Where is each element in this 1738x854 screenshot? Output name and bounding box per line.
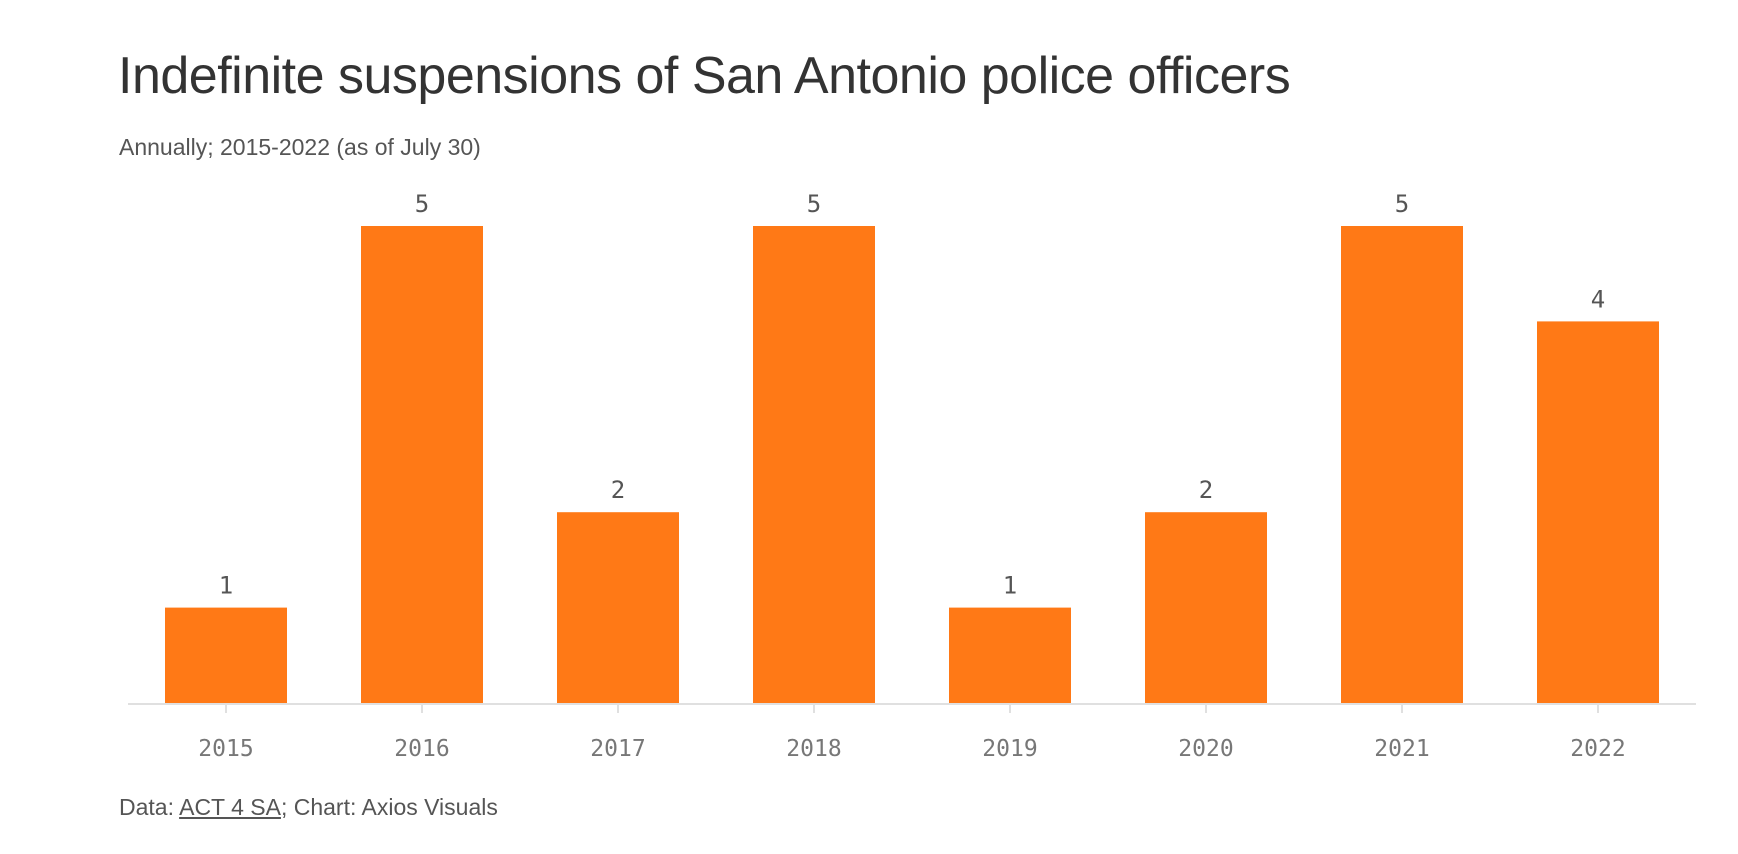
bar-value-label-2015: 1 (219, 572, 233, 600)
x-tick-label-2018: 2018 (786, 736, 841, 762)
bar-2015 (165, 607, 287, 703)
footer-prefix: Data: (119, 794, 180, 820)
chart-title: Indefinite suspensions of San Antonio po… (118, 47, 1291, 105)
bar-value-label-2017: 2 (611, 476, 625, 504)
x-tick-label-2015: 2015 (198, 736, 253, 762)
footer-suffix: ; Chart: Axios Visuals (280, 794, 498, 820)
bar-2016 (361, 226, 483, 703)
bar-2019 (949, 607, 1071, 703)
bar-2022 (1537, 321, 1659, 703)
bar-value-label-2019: 1 (1003, 572, 1017, 600)
bar-value-label-2018: 5 (807, 190, 821, 218)
bar-value-label-2016: 5 (415, 190, 429, 218)
x-tick-label-2019: 2019 (982, 736, 1037, 762)
bar-value-label-2021: 5 (1395, 190, 1409, 218)
x-tick-label-2021: 2021 (1374, 736, 1429, 762)
bar-value-label-2022: 4 (1591, 285, 1605, 313)
bar-value-label-2020: 2 (1199, 476, 1213, 504)
bar-2021 (1341, 226, 1463, 703)
source-link[interactable]: ACT 4 SA (179, 794, 281, 820)
x-tick-label-2017: 2017 (590, 736, 645, 762)
x-tick-label-2022: 2022 (1570, 736, 1625, 762)
x-tick-label-2016: 2016 (394, 736, 449, 762)
bar-2018 (753, 226, 875, 703)
chart-footer: Data: ACT 4 SA; Chart: Axios Visuals (119, 794, 498, 821)
chart-subtitle: Annually; 2015-2022 (as of July 30) (119, 134, 481, 160)
x-tick-label-2020: 2020 (1178, 736, 1233, 762)
bar-2017 (557, 512, 679, 703)
bar-2020 (1145, 512, 1267, 703)
